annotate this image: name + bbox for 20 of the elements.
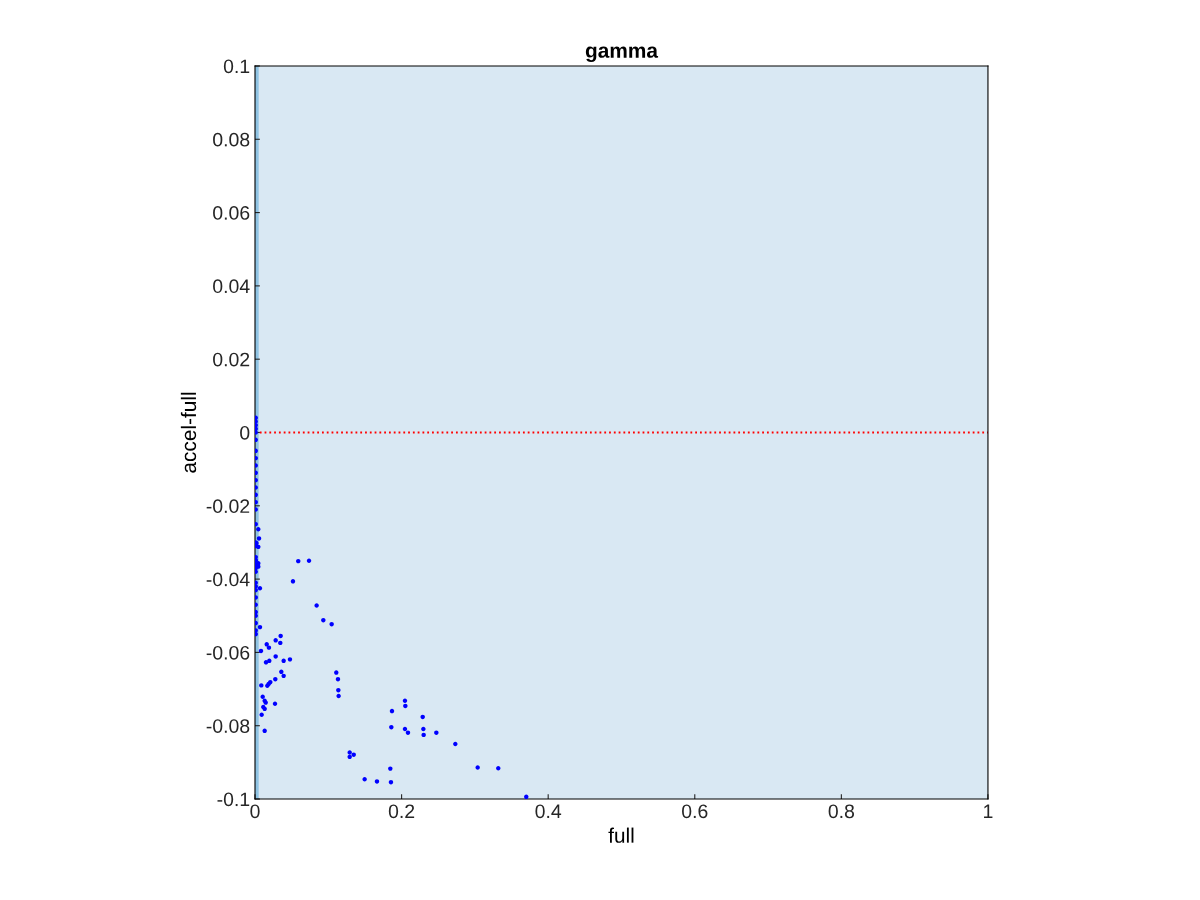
y-tick-label: -0.02 xyxy=(206,499,250,514)
y-tick-label: 0.04 xyxy=(213,279,250,294)
y-axis-title: accel-full xyxy=(180,392,197,473)
y-tick-label: 0.1 xyxy=(223,59,250,74)
y-tick-label: 0.08 xyxy=(213,132,250,147)
x-tick-label: 0.6 xyxy=(682,804,708,819)
y-tick-label: -0.04 xyxy=(206,572,250,587)
x-axis-title: full xyxy=(608,827,634,843)
x-tick-label: 1 xyxy=(984,804,993,818)
x-tick-label: 0.2 xyxy=(388,804,415,819)
x-tick-label: 0.4 xyxy=(535,804,562,819)
y-tick-label: 0.02 xyxy=(213,352,250,367)
y-tick-label: -0.06 xyxy=(206,645,250,660)
y-tick-label: -0.1 xyxy=(217,792,250,807)
x-tick-label: 0 xyxy=(250,804,260,819)
y-tick-label: 0 xyxy=(240,425,250,440)
y-tick-label: -0.08 xyxy=(206,719,250,733)
y-tick-label: 0.06 xyxy=(213,206,250,220)
chart-title: gamma xyxy=(585,46,659,63)
x-tick-label: 0.8 xyxy=(828,804,855,819)
